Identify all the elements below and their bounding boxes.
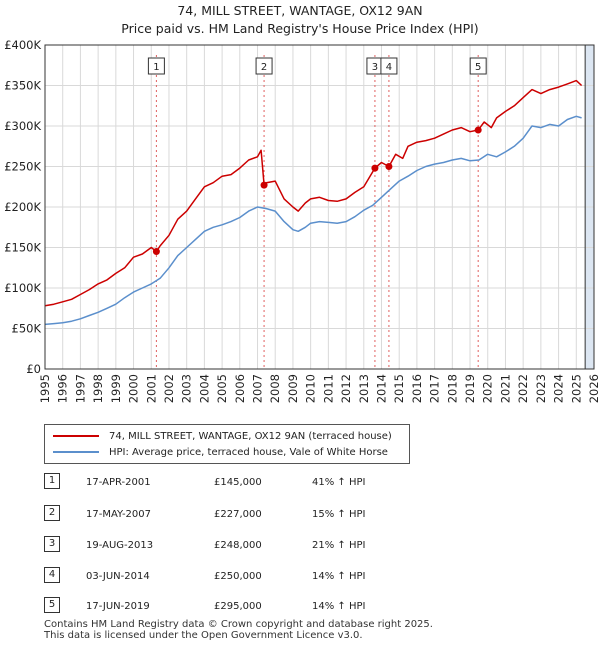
x-tick-label: 2017 (428, 374, 442, 403)
sale-label-box (469, 57, 487, 75)
sale-row: 3 19-AUG-2013 £248,000 21% ↑ HPI (44, 536, 564, 556)
x-tick-label: 1999 (109, 374, 123, 403)
sale-point (371, 164, 379, 172)
y-tick-label: £100K (4, 281, 41, 295)
hpi-line (44, 115, 582, 326)
sale-price: £295,000 (214, 601, 262, 612)
y-tick-label: £50K (12, 322, 42, 336)
sale-number-badge: 1 (44, 473, 60, 489)
y-tick-label: £0 (26, 362, 41, 376)
x-tick-label: 2002 (162, 374, 176, 403)
x-tick-label: 2016 (410, 374, 424, 403)
sale-label: 1 (153, 62, 159, 73)
x-tick-label: 2018 (445, 374, 459, 403)
x-tick-label: 2026 (587, 374, 600, 403)
x-tick-label: 2004 (197, 374, 211, 403)
chart-subtitle: Price paid vs. HM Land Registry's House … (121, 21, 479, 36)
x-tick-label: 2021 (498, 374, 512, 403)
x-tick-label: 2023 (534, 374, 548, 403)
sale-point (385, 163, 393, 170)
x-tick-label: 2020 (481, 374, 495, 403)
x-tick-label: 2006 (233, 374, 247, 403)
x-tick-label: 2001 (144, 374, 158, 403)
y-tick-label: £350K (4, 79, 41, 93)
sale-label: 2 (261, 62, 267, 73)
x-tick-label: 2012 (339, 374, 353, 403)
legend-item-property: 74, MILL STREET, WANTAGE, OX12 9AN (terr… (53, 429, 392, 443)
property-price-line (44, 79, 583, 307)
legend-label-property: 74, MILL STREET, WANTAGE, OX12 9AN (terr… (109, 430, 392, 442)
sale-label: 5 (475, 62, 481, 73)
sale-price: £227,000 (214, 509, 262, 520)
sale-number-badge: 4 (44, 567, 60, 583)
sale-hpi-change: 15% ↑ HPI (312, 509, 366, 520)
price-chart: £0 £50K £100K £150K £200K £250K £300K £350K £400… (4, 38, 600, 403)
sale-price: £145,000 (214, 477, 262, 488)
x-tick-label: 1996 (56, 374, 70, 403)
x-tick-label: 2010 (304, 374, 318, 403)
x-tick-label: 2000 (127, 374, 141, 403)
y-tick-label: £200K (4, 200, 41, 214)
legend-line-hpi (53, 451, 99, 453)
sale-point (260, 181, 268, 189)
footer-copyright: Contains HM Land Registry data © Crown c… (44, 619, 433, 630)
x-tick-label: 2022 (516, 374, 530, 403)
x-tick-label: 1998 (91, 374, 105, 403)
sale-number-badge: 3 (44, 536, 60, 552)
sale-point (152, 248, 160, 256)
y-tick-label: £250K (4, 160, 41, 174)
x-tick-label: 2008 (268, 374, 282, 403)
sale-hpi-change: 21% ↑ HPI (312, 540, 366, 551)
sale-point (474, 126, 482, 134)
sale-price: £248,000 (214, 540, 262, 551)
sale-label-box (147, 57, 165, 75)
sale-label-box (380, 57, 398, 75)
footer: Contains HM Land Registry data © Crown c… (44, 619, 433, 641)
x-tick-label: 2024 (552, 374, 566, 403)
sale-number-badge: 5 (44, 597, 60, 613)
x-tick-label: 2015 (392, 374, 406, 403)
sale-row: 5 17-JUN-2019 £295,000 14% ↑ HPI (44, 597, 564, 617)
x-tick-label: 2019 (463, 374, 477, 403)
sale-date: 17-MAY-2007 (86, 509, 152, 520)
sale-row: 1 17-APR-2001 £145,000 41% ↑ HPI (44, 473, 564, 493)
sale-date: 03-JUN-2014 (86, 571, 150, 582)
x-tick-label: 1997 (73, 374, 87, 403)
sale-date: 19-AUG-2013 (86, 540, 154, 551)
sale-date: 17-JUN-2019 (86, 601, 150, 612)
sale-number-badge: 2 (44, 505, 60, 521)
sale-price: £250,000 (214, 571, 262, 582)
sale-label-box (255, 57, 273, 75)
legend-line-property (53, 435, 99, 437)
x-tick-label: 2013 (357, 374, 371, 403)
sale-row: 2 17-MAY-2007 £227,000 15% ↑ HPI (44, 505, 564, 525)
sale-date: 17-APR-2001 (86, 477, 151, 488)
y-tick-label: £300K (4, 119, 41, 133)
x-tick-label: 2005 (215, 374, 229, 403)
y-tick-label: £400K (4, 38, 41, 52)
sale-label: 3 (372, 62, 378, 73)
sale-hpi-change: 14% ↑ HPI (312, 571, 366, 582)
sale-hpi-change: 14% ↑ HPI (312, 601, 366, 612)
x-tick-label: 2011 (321, 374, 335, 403)
x-tick-label: 2003 (180, 374, 194, 403)
x-tick-label: 2014 (374, 374, 388, 403)
sale-row: 4 03-JUN-2014 £250,000 14% ↑ HPI (44, 567, 564, 587)
legend-item-hpi: HPI: Average price, terraced house, Vale… (53, 445, 388, 459)
plot-border (44, 44, 595, 370)
chart-title: 74, MILL STREET, WANTAGE, OX12 9AN (177, 3, 423, 18)
footer-license: This data is licensed under the Open Gov… (44, 630, 363, 641)
sale-label: 4 (386, 62, 392, 73)
x-tick-label: 1995 (38, 374, 52, 403)
legend-label-hpi: HPI: Average price, terraced house, Vale… (109, 446, 388, 458)
x-tick-label: 2009 (286, 374, 300, 403)
x-tick-label: 2025 (569, 374, 583, 403)
y-tick-label: £150K (4, 241, 41, 255)
legend: 74, MILL STREET, WANTAGE, OX12 9AN (terr… (44, 424, 410, 464)
sale-hpi-change: 41% ↑ HPI (312, 477, 366, 488)
x-tick-label: 2007 (251, 374, 265, 403)
